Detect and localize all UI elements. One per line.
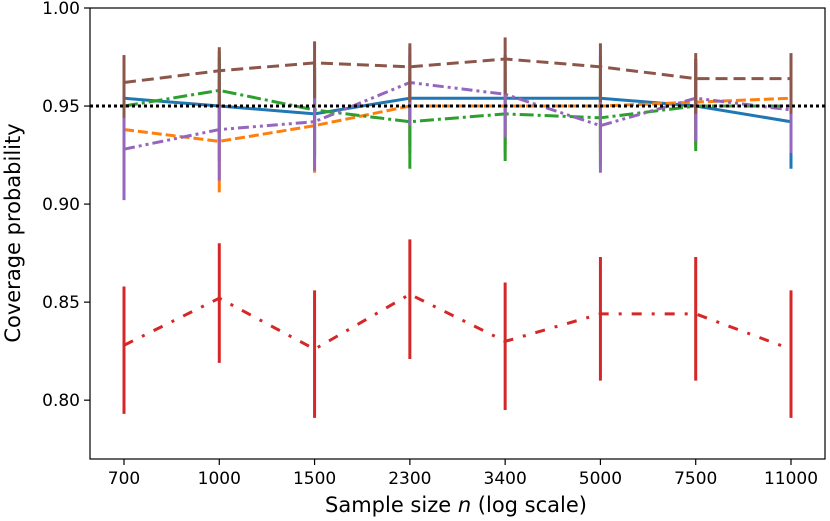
x-tick-label: 1500 xyxy=(293,469,336,489)
x-axis: 700 1000 1500 2300 3400 5000 7500 11000 xyxy=(108,459,818,489)
y-tick-label: 1.00 xyxy=(42,0,80,19)
series-brown xyxy=(122,37,793,118)
y-axis-label: Coverage probability xyxy=(1,123,25,342)
series-line xyxy=(123,292,792,351)
series-blue xyxy=(122,55,793,169)
plot-frame xyxy=(89,7,826,460)
plot-layer xyxy=(90,37,825,418)
y-tick-label: 0.80 xyxy=(42,391,80,411)
series-red xyxy=(122,239,793,418)
x-tick-label: 2300 xyxy=(388,469,431,489)
series-line xyxy=(123,88,791,124)
x-tick-label: 7500 xyxy=(674,469,717,489)
x-tick-label: 3400 xyxy=(484,469,527,489)
y-tick-label: 0.90 xyxy=(42,195,80,215)
y-axis: 0.80 0.85 0.90 0.95 1.00 xyxy=(42,0,90,411)
series-line xyxy=(123,57,791,85)
series-green xyxy=(122,51,793,169)
y-tick-label: 0.95 xyxy=(42,97,80,117)
series-line xyxy=(123,80,792,151)
x-tick-label: 11000 xyxy=(764,469,818,489)
x-tick-label: 700 xyxy=(108,469,140,489)
x-tick-label: 1000 xyxy=(198,469,241,489)
y-tick-label: 0.85 xyxy=(42,293,80,313)
x-tick-label: 5000 xyxy=(579,469,622,489)
x-axis-label: Sample size n (log scale) xyxy=(325,493,587,517)
